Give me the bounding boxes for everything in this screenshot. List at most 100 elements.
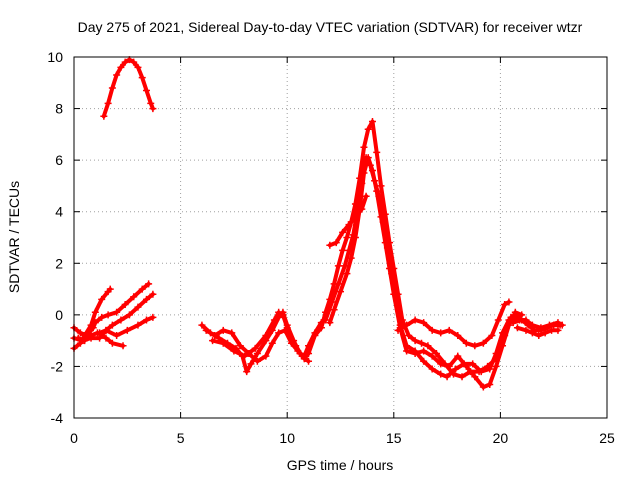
data-point-marker	[494, 316, 502, 324]
data-point-marker	[89, 324, 97, 332]
data-point-marker	[145, 280, 153, 288]
data-point-marker	[102, 334, 110, 342]
data-point-marker	[247, 360, 255, 368]
data-point-marker	[364, 125, 372, 133]
data-point-marker	[326, 319, 334, 327]
data-point-marker	[322, 316, 330, 324]
data-point-marker	[437, 329, 445, 337]
data-point-marker	[91, 319, 99, 327]
data-point-marker	[104, 99, 112, 107]
data-point-marker	[432, 350, 440, 358]
data-point-marker	[100, 112, 108, 120]
data-point-marker	[334, 262, 342, 270]
data-point-marker	[548, 326, 556, 334]
data-point-marker	[253, 350, 261, 358]
data-point-marker	[87, 331, 95, 339]
data-point-marker	[362, 192, 370, 200]
y-tick-label: -4	[51, 410, 64, 426]
data-point-marker	[317, 324, 325, 332]
data-point-marker	[149, 290, 157, 298]
data-point-marker	[373, 187, 381, 195]
data-point-marker	[488, 331, 496, 339]
data-point-marker	[134, 321, 142, 329]
data-point-marker	[411, 350, 419, 358]
data-point-marker	[516, 316, 524, 324]
data-point-marker	[462, 362, 470, 370]
data-point-marker	[339, 246, 347, 254]
data-point-marker	[198, 321, 206, 329]
data-point-marker	[337, 288, 344, 296]
data-point-marker	[509, 319, 517, 327]
data-point-marker	[298, 352, 306, 360]
data-point-marker	[334, 280, 342, 288]
data-point-marker	[443, 373, 451, 381]
data-point-marker	[479, 339, 487, 347]
data-point-marker	[332, 239, 340, 247]
y-tick-label: 0	[55, 307, 63, 323]
data-point-marker	[328, 298, 336, 306]
data-point-marker	[469, 360, 477, 368]
chart-title: Day 275 of 2021, Sidereal Day-to-day VTE…	[78, 19, 583, 35]
data-point-marker	[554, 319, 562, 327]
x-tick-label: 5	[177, 430, 185, 446]
data-point-marker	[134, 303, 142, 311]
data-point-marker	[377, 182, 385, 190]
data-point-marker	[270, 316, 278, 324]
data-point-marker	[507, 313, 515, 321]
data-point-marker	[202, 326, 210, 334]
data-point-marker	[390, 290, 398, 298]
data-point-marker	[149, 105, 157, 113]
data-point-marker	[358, 205, 366, 213]
data-point-marker	[445, 326, 453, 334]
x-tick-label: 0	[70, 430, 78, 446]
data-point-marker	[424, 342, 432, 350]
data-point-marker	[351, 213, 359, 221]
data-traces	[70, 56, 566, 391]
data-point-marker	[454, 352, 462, 360]
data-point-marker	[130, 58, 138, 66]
data-point-marker	[420, 347, 428, 355]
axis-ticks: 0 5 10 15 20 25 -4 -2 0 2 4 6 8 10	[47, 49, 615, 446]
y-tick-label: 2	[55, 255, 63, 271]
data-point-marker	[108, 339, 116, 347]
data-point-marker	[505, 321, 513, 329]
data-point-marker	[501, 301, 509, 309]
data-point-marker	[147, 99, 155, 107]
data-point-marker	[360, 143, 368, 151]
data-point-marker	[541, 329, 549, 337]
data-point-marker	[74, 334, 82, 342]
data-point-marker	[528, 329, 536, 337]
data-point-marker	[351, 234, 359, 241]
data-point-marker	[535, 331, 543, 339]
data-point-marker	[492, 362, 500, 370]
data-point-marker	[283, 324, 291, 332]
data-point-marker	[458, 373, 466, 381]
data-point-marker	[381, 239, 389, 247]
data-point-marker	[305, 350, 313, 358]
data-point-marker	[537, 324, 545, 332]
data-point-marker	[142, 87, 150, 95]
data-point-marker	[130, 293, 138, 301]
data-point-marker	[343, 234, 351, 241]
data-point-marker	[279, 311, 287, 319]
data-point-marker	[253, 357, 261, 365]
data-point-marker	[219, 326, 227, 334]
data-point-marker	[345, 221, 353, 229]
data-point-marker	[117, 316, 125, 324]
data-point-marker	[108, 84, 116, 92]
data-point-marker	[377, 213, 385, 221]
data-point-marker	[522, 316, 530, 324]
data-point-marker	[411, 316, 419, 324]
data-point-marker	[230, 347, 238, 355]
data-point-marker	[98, 313, 106, 321]
data-point-marker	[471, 373, 479, 381]
data-point-marker	[418, 339, 426, 347]
data-point-marker	[81, 337, 89, 345]
data-point-marker	[142, 295, 150, 303]
data-point-marker	[102, 326, 110, 334]
data-point-marker	[403, 347, 411, 355]
y-tick-label: 10	[47, 49, 63, 65]
data-point-marker	[347, 254, 355, 262]
data-point-marker	[209, 337, 217, 345]
x-tick-label: 15	[386, 430, 402, 446]
